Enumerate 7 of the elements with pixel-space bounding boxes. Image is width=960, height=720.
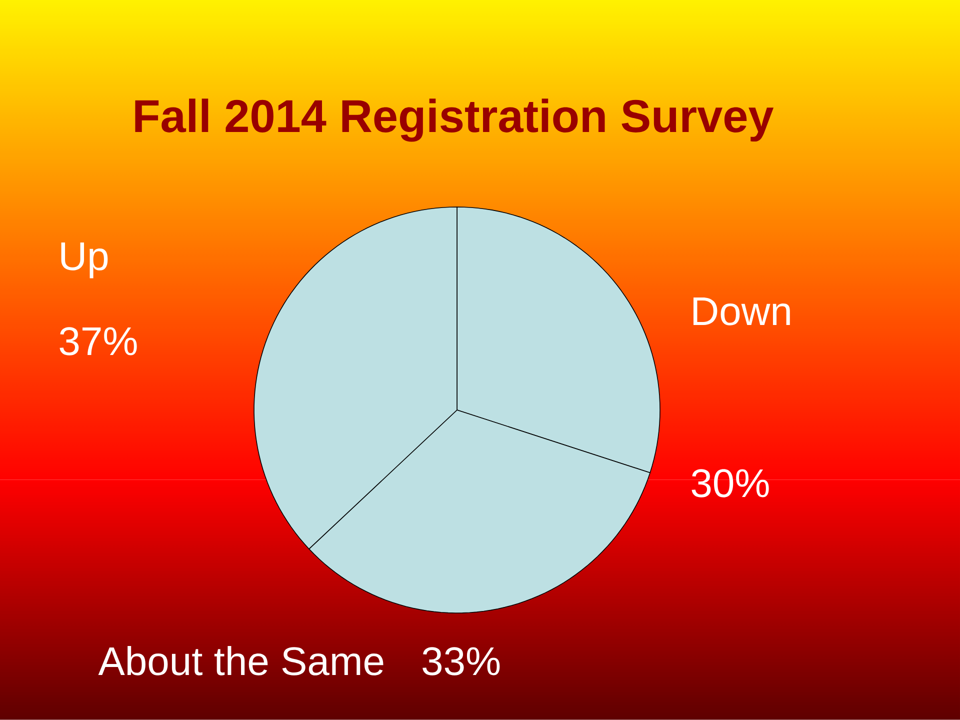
slice-label: Up xyxy=(61,242,108,278)
slice-label: Down xyxy=(693,297,790,326)
chart-title: Fall 2014 Registration Survey xyxy=(135,98,774,142)
data-label: 30% xyxy=(692,469,769,498)
slice-label: About the Same xyxy=(98,646,384,676)
data-label: 37% xyxy=(60,327,137,356)
data-label: 33% xyxy=(422,647,500,676)
